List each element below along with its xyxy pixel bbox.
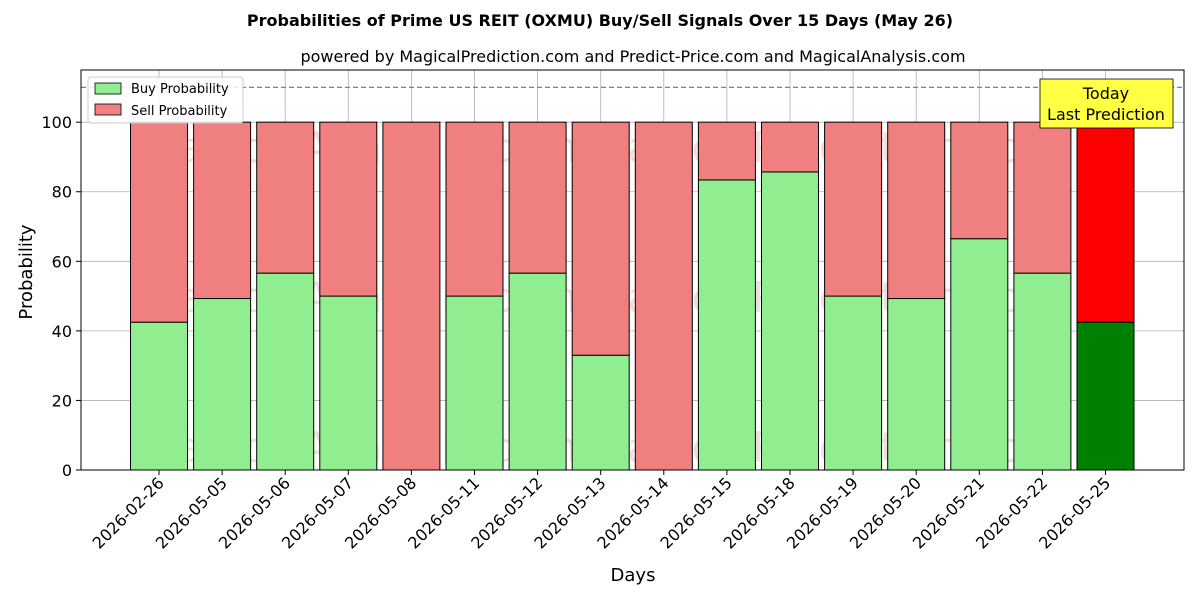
- bar-buy: [508, 272, 567, 471]
- annotation-line-2: Last Prediction: [1047, 105, 1165, 124]
- bar-sell: [950, 121, 1009, 240]
- bar-sell: [887, 121, 946, 300]
- legend-label-sell: Sell Probability: [131, 104, 228, 119]
- bar-buy: [824, 295, 883, 471]
- bar-sell: [824, 121, 883, 297]
- bar-buy: [256, 272, 315, 471]
- bar-sell: [1076, 121, 1135, 323]
- plot-frame: [80, 69, 1185, 471]
- bars: [130, 121, 1135, 471]
- bar-sell: [571, 121, 630, 356]
- annotation-box: [1039, 78, 1174, 129]
- y-axis-label: Probability: [16, 224, 37, 319]
- bar-sell: [256, 121, 315, 274]
- chart-subtitle: powered by MagicalPrediction.com and Pre…: [300, 47, 965, 66]
- bar-buy: [761, 171, 819, 471]
- bar-buy: [697, 179, 756, 471]
- bar-sell: [761, 121, 819, 173]
- chart-title: Probabilities of Prime US REIT (OXMU) Bu…: [247, 11, 953, 30]
- bar-sell: [697, 121, 756, 181]
- bar-sell: [319, 121, 378, 297]
- bar-sell: [634, 121, 693, 471]
- y-tick-label: 40: [52, 322, 72, 341]
- y-tick-label: 60: [52, 252, 72, 271]
- bar-buy: [950, 238, 1009, 471]
- y-tick-label: 20: [52, 391, 72, 410]
- legend-label-buy: Buy Probability: [131, 82, 229, 97]
- bar-buy: [571, 354, 630, 471]
- y-tick-label: 80: [52, 183, 72, 202]
- bar-buy: [193, 298, 252, 471]
- annotation-line-1: Today: [1082, 84, 1129, 103]
- legend-swatch-buy: [94, 82, 122, 95]
- bar-sell: [382, 121, 441, 471]
- bar-sell: [130, 121, 188, 323]
- bar-buy: [1013, 272, 1072, 471]
- bar-sell: [1013, 121, 1072, 274]
- y-tick-label: 0: [62, 461, 72, 480]
- bar-buy: [319, 295, 378, 471]
- bar-buy: [887, 298, 946, 471]
- legend: Buy Probability Sell Probability: [87, 76, 244, 124]
- bar-sell: [193, 121, 252, 300]
- bar-buy: [1076, 321, 1135, 471]
- legend-box: [87, 76, 244, 124]
- bar-sell: [445, 121, 504, 297]
- bar-sell: [508, 121, 567, 274]
- y-tick-label: 100: [41, 113, 72, 132]
- legend-swatch-sell: [94, 103, 122, 116]
- bar-buy: [445, 295, 504, 471]
- x-axis-label: Days: [611, 565, 656, 586]
- today-annotation: Today Last Prediction: [1039, 78, 1174, 129]
- bar-buy: [130, 321, 188, 471]
